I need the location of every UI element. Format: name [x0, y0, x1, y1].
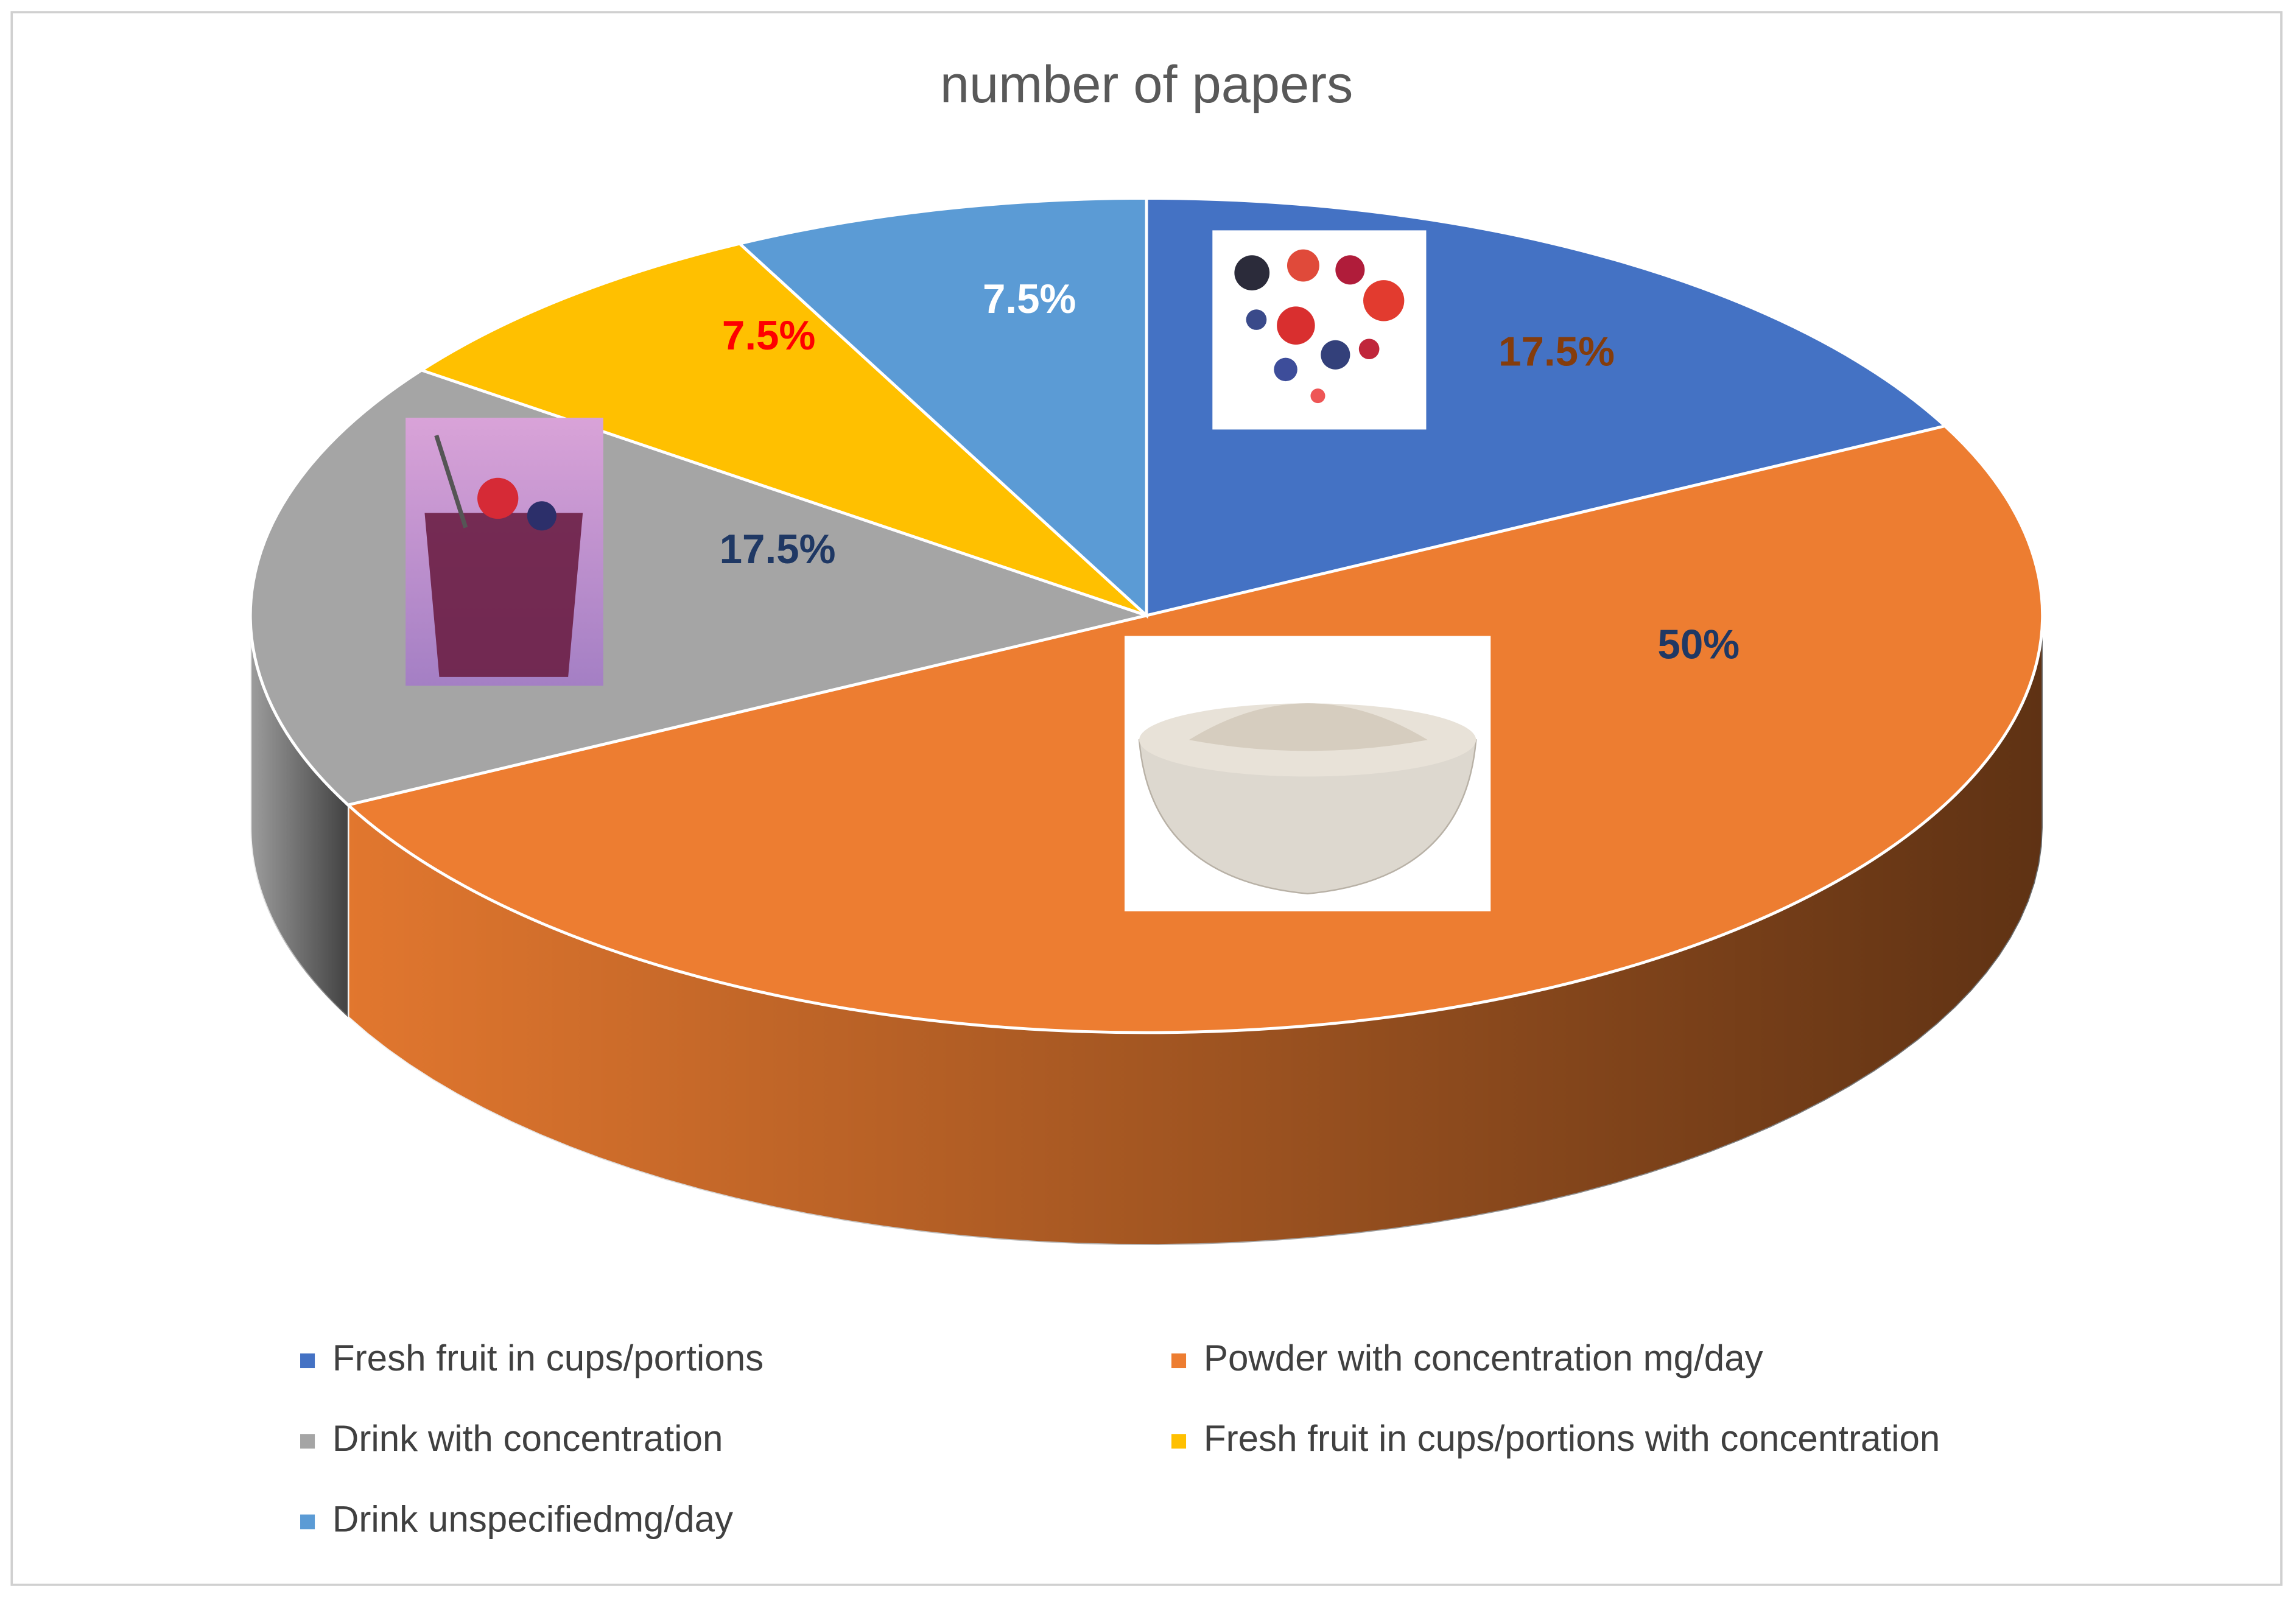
data-label: 7.5% [722, 313, 815, 359]
legend-label: Drink with concentration [332, 1418, 723, 1459]
legend-label: Fresh fruit in cups/portions with concen… [1204, 1418, 1940, 1459]
data-label: 17.5% [1498, 329, 1615, 375]
legend-swatch [300, 1514, 315, 1529]
legend-label: Drink unspecifiedmg/day [332, 1498, 733, 1539]
chart-title: number of papers [940, 55, 1353, 114]
icon-smoothie [405, 418, 603, 686]
legend-swatch [300, 1434, 315, 1449]
data-label: 17.5% [720, 527, 836, 572]
icon-powder-bowl [1125, 636, 1491, 911]
icon-berries [1212, 230, 1427, 430]
legend-label: Powder with concentration mg/day [1204, 1338, 1763, 1378]
legend-swatch [1171, 1434, 1187, 1449]
slice-side-shade [348, 615, 2043, 1245]
slice-side-shade [250, 615, 348, 1017]
data-label: 50% [1657, 622, 1740, 668]
legend: Fresh fruit in cups/portions Powder with … [300, 1338, 1940, 1539]
legend-label: Fresh fruit in cups/portions [332, 1338, 764, 1378]
legend-swatch [1171, 1353, 1187, 1369]
legend-swatch [300, 1353, 315, 1369]
slice [418, 242, 1148, 617]
slice [736, 197, 1148, 619]
data-label: 7.5% [983, 276, 1076, 322]
